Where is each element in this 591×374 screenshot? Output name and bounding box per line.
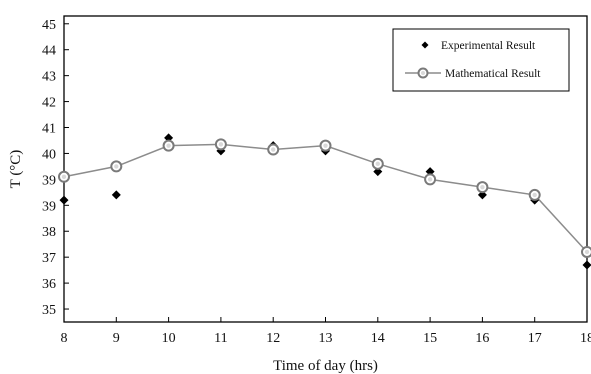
y-axis-title: T (°C) [8,150,24,189]
mathematical-result-point-core [61,174,67,179]
y-tick-label: 39 [42,199,56,214]
y-tick-label: 40 [42,147,56,162]
mathematical-result-point-core [584,249,590,255]
x-tick-label: 10 [162,331,176,346]
x-tick-label: 14 [371,331,385,346]
y-tick-label: 35 [42,303,56,318]
x-tick-label: 18 [580,331,591,346]
x-tick-label: 12 [266,331,280,346]
mathematical-result-line [63,143,588,253]
legend-mathematical-marker-core [421,71,425,75]
y-tick-label: 44 [42,44,56,59]
x-tick-label: 8 [61,331,68,346]
x-tick-label: 17 [528,331,542,346]
legend-experimental-label: Experimental Result [441,40,536,52]
mathematical-result-point-core [271,147,276,152]
y-tick-label: 36 [42,277,56,292]
legend: Experimental Result Mathematical Result [392,28,570,92]
legend-mathematical-label: Mathematical Result [445,68,541,80]
mathematical-result-point-core [427,177,433,182]
y-tick-label: 45 [42,18,56,33]
mathematical-result-point-core [323,143,328,148]
experimental-result-point [111,190,121,200]
series [58,133,591,270]
mathematical-result-point-core [218,142,224,147]
legend-experimental-marker [421,41,429,49]
x-tick-label: 9 [113,331,120,346]
experimental-result-point [582,260,591,270]
y-tick-label: 39 [42,173,56,188]
mathematical-result-point-core [480,184,485,190]
mathematical-result-point-core [532,192,537,198]
x-tick-label: 11 [214,331,227,346]
ticks: 8 9 10 11 12 13 14 15 16 17 18 35 36 37 38 39 39 40 41 42 43… [42,18,591,346]
y-tick-label: 43 [42,70,56,85]
y-tick-label: 37 [42,251,56,266]
y-tick-label: 41 [42,122,56,137]
y-tick-label: 42 [42,96,56,111]
x-tick-label: 13 [319,331,333,346]
mathematical-result-point-core [114,164,119,169]
mathematical-result-point-core [375,161,380,167]
x-axis-title: Time of day (hrs) [273,358,378,374]
y-tick-label: 38 [42,225,56,240]
experimental-result-point [59,195,69,205]
mathematical-result-point-core [166,143,171,148]
x-tick-label: 15 [423,331,437,346]
x-tick-label: 16 [475,331,489,346]
legend-box [392,28,570,92]
